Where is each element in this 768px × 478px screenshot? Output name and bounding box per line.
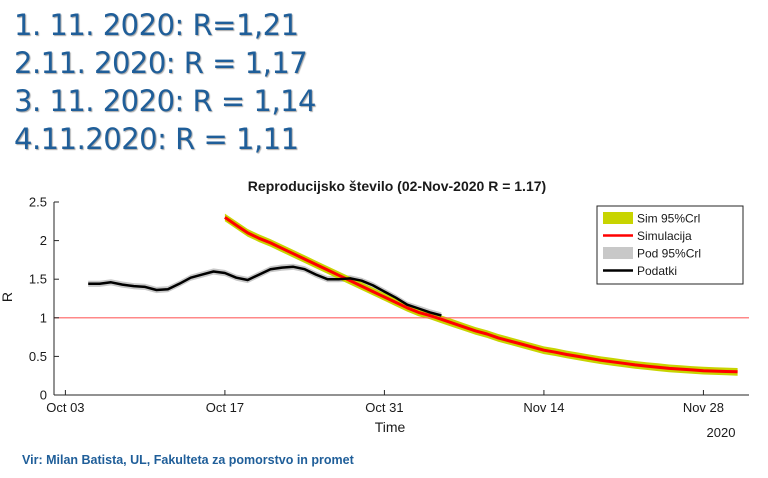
series-lines [88,216,738,374]
legend-label-2: Pod 95%Crl [637,247,701,261]
legend-label-1: Simulacija [637,229,692,243]
legend-swatch-0 [603,212,633,224]
headline-r-nov-4: 4.11.2020: R = 1,11 [14,122,299,156]
x-axis-label: Time [375,419,406,435]
y-tick-label-4: 2 [40,233,47,248]
chart-axes: Oct 03 Oct 17 Oct 31 Nov 14 Nov 28 0 0.5 1 1.5 2 2… [29,195,749,415]
y-tick-label-0: 0 [40,388,47,403]
legend-label-0: Sim 95%Crl [637,212,700,226]
chart-title: Reproducijsko število (02-Nov-2020 R = 1… [248,178,546,194]
y-tick-label-2: 1 [40,310,47,325]
y-tick-label-5: 2.5 [29,195,47,210]
headline-r-nov-2: 2.11. 2020: R = 1,17 [14,46,308,80]
legend-label-3: Podatki [637,264,677,278]
x-tick-label-3: Nov 14 [523,400,564,415]
series-band-0 [88,263,442,319]
confidence-bands [88,213,738,376]
legend-swatch-2 [603,247,633,259]
headline-block: 1. 11. 2020: R=1,21 2.11. 2020: R = 1,17… [14,6,316,158]
x-tick-label-0: Oct 03 [46,400,84,415]
x-tick-label-2: Oct 31 [365,400,403,415]
y-tick-label-3: 1.5 [29,272,47,287]
headline-r-nov-3: 3. 11. 2020: R = 1,14 [14,84,316,118]
y-tick-label-1: 0.5 [29,349,47,364]
chart-legend: Sim 95%Crl Simulacija Pod 95%Crl Podatki [596,205,744,285]
x-tick-label-1: Oct 17 [206,400,244,415]
series-line-1 [224,216,738,374]
reproduction-number-chart: Oct 03 Oct 17 Oct 31 Nov 14 Nov 28 0 0.5 1 1.5 2 2… [0,178,749,440]
source-attribution: Vir: Milan Batista, UL, Fakulteta za pom… [22,453,354,467]
series-line-0 [88,265,442,317]
x-tick-label-4: Nov 28 [683,400,724,415]
y-axis-label: R [0,292,15,302]
x-axis-year-label: 2020 [707,425,736,440]
headline-r-nov-1: 1. 11. 2020: R=1,21 [14,8,299,42]
